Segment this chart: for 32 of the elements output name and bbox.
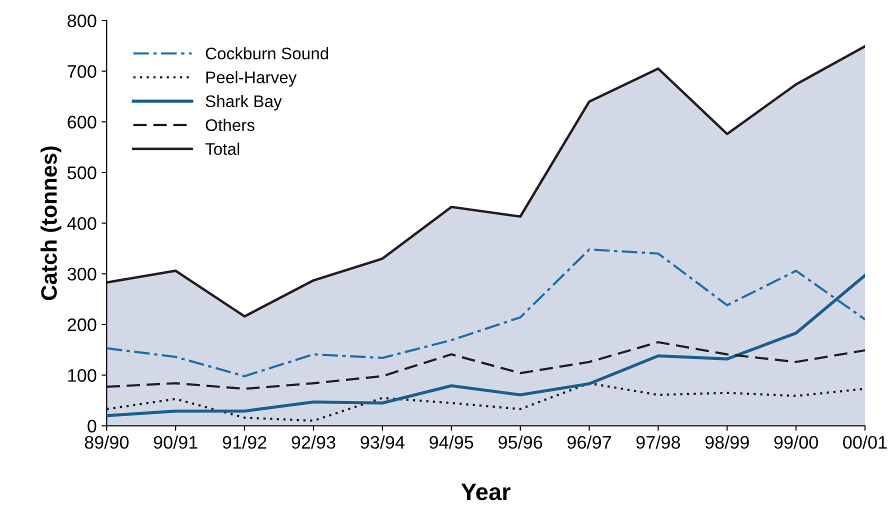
x-tick-label: 00/01 <box>843 436 887 449</box>
x-tick-label: 99/00 <box>774 436 818 449</box>
legend-label: Total <box>205 142 240 155</box>
x-tick-label: 98/99 <box>705 436 749 449</box>
x-tick-label: 93/94 <box>360 436 404 449</box>
y-tick-label: 100 <box>68 369 96 382</box>
x-tick-label: 95/96 <box>498 436 542 449</box>
line-series <box>106 382 865 422</box>
x-tick-label: 94/95 <box>430 436 474 449</box>
line-series <box>106 274 865 418</box>
y-tick-label: 0 <box>88 420 96 433</box>
x-tick-label: 97/98 <box>636 436 680 449</box>
x-axis-title: Year <box>461 484 510 500</box>
y-tick-label: 200 <box>68 318 96 332</box>
x-tick-label: 96/97 <box>568 436 611 449</box>
x-tick-label: 91/92 <box>222 436 266 449</box>
y-tick-label: 700 <box>68 65 96 78</box>
y-tick-label: 500 <box>68 166 96 180</box>
legend-label: Cockburn Sound <box>206 47 328 60</box>
x-tick-label: 89/90 <box>84 436 129 449</box>
y-tick-label: 300 <box>68 268 96 281</box>
y-tick-label: 600 <box>68 116 96 129</box>
x-tick-label: 92/93 <box>292 436 336 449</box>
legend-label: Shark Bay <box>206 94 282 110</box>
legend-label: Peel-Harvey <box>206 71 297 87</box>
y-axis-title: Catch (tonnes) <box>40 146 62 300</box>
line-series <box>106 248 865 378</box>
x-tick-label: 90/91 <box>154 436 198 449</box>
line-series <box>106 341 865 390</box>
y-tick-label: 800 <box>68 14 96 28</box>
y-tick-label: 400 <box>67 217 96 230</box>
legend-label: Others <box>206 118 254 132</box>
